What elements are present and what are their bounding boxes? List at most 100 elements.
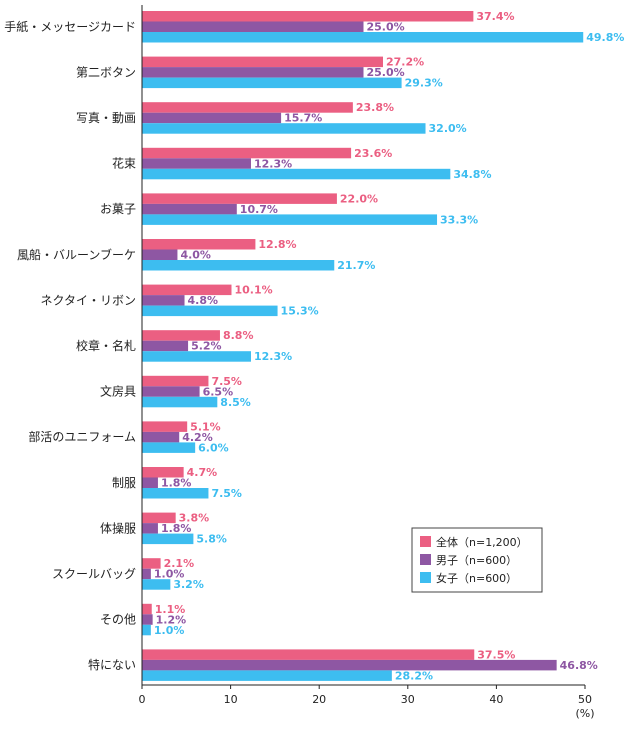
value-label: 32.0% bbox=[429, 122, 467, 135]
legend-swatch bbox=[420, 536, 431, 547]
bar bbox=[142, 32, 584, 43]
legend-label: 女子（n=600） bbox=[436, 571, 517, 585]
bar bbox=[142, 284, 232, 296]
bar bbox=[142, 533, 194, 545]
category-label: お菓子 bbox=[100, 202, 136, 216]
category-label: 制服 bbox=[112, 476, 136, 490]
x-tick-label: 0 bbox=[139, 693, 146, 706]
value-label: 10.7% bbox=[240, 203, 278, 216]
value-label: 21.7% bbox=[337, 259, 375, 272]
bar bbox=[142, 558, 161, 569]
bar bbox=[142, 375, 209, 387]
bar bbox=[142, 340, 189, 352]
x-tick-label: 20 bbox=[312, 693, 326, 706]
bar bbox=[142, 123, 426, 134]
bar bbox=[142, 467, 184, 478]
value-label: 3.2% bbox=[173, 578, 204, 591]
bar bbox=[142, 421, 188, 432]
x-axis-unit: (%) bbox=[575, 707, 594, 720]
bar bbox=[142, 168, 451, 180]
bar bbox=[142, 330, 220, 341]
value-label: 15.7% bbox=[284, 112, 322, 125]
value-label: 1.8% bbox=[161, 522, 192, 535]
value-label: 7.5% bbox=[211, 487, 242, 500]
x-tick-labels: 0 10 20 30 40 50 bbox=[139, 693, 593, 706]
x-tick-label: 50 bbox=[578, 693, 592, 706]
category-label: その他 bbox=[100, 613, 136, 627]
value-label: 28.2% bbox=[395, 669, 433, 682]
value-label: 34.8% bbox=[453, 168, 491, 181]
value-labels: 37.4%25.0%49.8%27.2%25.0%29.3%23.8%15.7%… bbox=[154, 10, 625, 682]
category-label: 第二ボタン bbox=[76, 65, 136, 79]
category-label: 体操服 bbox=[100, 520, 136, 535]
category-label: 手紙・メッセージカード bbox=[4, 19, 136, 34]
bar bbox=[142, 11, 474, 22]
category-label: 校章・名札 bbox=[76, 338, 136, 353]
value-label: 49.8% bbox=[586, 31, 624, 44]
bar bbox=[142, 568, 151, 580]
bar bbox=[142, 77, 402, 89]
x-tick-label: 10 bbox=[224, 693, 238, 706]
value-label: 29.3% bbox=[405, 77, 443, 90]
bar bbox=[142, 477, 158, 488]
axes bbox=[141, 5, 586, 689]
category-label: 花束 bbox=[112, 156, 136, 171]
value-label: 33.3% bbox=[440, 213, 478, 226]
bar bbox=[142, 56, 383, 68]
bar bbox=[142, 442, 196, 453]
legend-label: 男子（n=600） bbox=[436, 554, 517, 567]
value-label: 4.2% bbox=[182, 431, 213, 444]
value-label: 8.8% bbox=[223, 329, 254, 342]
bar bbox=[142, 603, 152, 615]
value-label: 1.8% bbox=[161, 477, 192, 490]
bar bbox=[142, 260, 335, 271]
category-label: 文房具 bbox=[100, 384, 136, 399]
bar bbox=[142, 102, 353, 113]
bar bbox=[142, 512, 176, 524]
value-label: 7.5% bbox=[211, 375, 242, 388]
value-label: 12.3% bbox=[254, 350, 292, 363]
value-label: 23.6% bbox=[354, 147, 392, 160]
legend-swatch bbox=[420, 572, 431, 583]
value-label: 1.2% bbox=[156, 613, 187, 626]
value-label: 22.0% bbox=[340, 192, 378, 205]
value-label: 46.8% bbox=[560, 659, 598, 672]
value-label: 3.8% bbox=[179, 512, 210, 525]
value-label: 25.0% bbox=[367, 66, 405, 79]
bar bbox=[142, 305, 278, 317]
value-label: 1.0% bbox=[154, 568, 185, 581]
value-label: 5.2% bbox=[191, 340, 222, 353]
category-label: 特にない bbox=[88, 657, 136, 672]
value-label: 15.3% bbox=[281, 305, 319, 318]
value-label: 12.3% bbox=[254, 157, 292, 170]
bar bbox=[142, 67, 364, 78]
value-label: 1.0% bbox=[154, 624, 185, 637]
value-label: 12.8% bbox=[258, 238, 296, 251]
category-label: 風船・バルーンブーケ bbox=[17, 247, 136, 262]
value-label: 27.2% bbox=[386, 56, 424, 69]
value-label: 23.8% bbox=[356, 101, 394, 114]
bar bbox=[142, 670, 392, 681]
category-label: スクールバッグ bbox=[52, 567, 136, 581]
bar bbox=[142, 112, 282, 124]
bar bbox=[142, 295, 185, 306]
bar bbox=[142, 158, 251, 169]
value-label: 4.8% bbox=[188, 294, 219, 307]
bar bbox=[142, 624, 151, 636]
value-label: 5.8% bbox=[196, 533, 227, 546]
bar bbox=[142, 386, 200, 397]
bar bbox=[142, 431, 180, 443]
bar bbox=[142, 239, 256, 250]
value-label: 10.1% bbox=[234, 284, 272, 297]
category-label: 写真・動画 bbox=[76, 111, 136, 125]
category-labels: 手紙・メッセージカード第二ボタン写真・動画花束お菓子風船・バルーンブーケネクタイ… bbox=[4, 19, 136, 672]
bar bbox=[142, 249, 178, 260]
bar bbox=[142, 214, 438, 225]
bar bbox=[142, 614, 153, 625]
value-label: 6.5% bbox=[203, 385, 234, 398]
bar bbox=[142, 488, 209, 499]
legend: 全体（n=1,200） 男子（n=600） 女子（n=600） bbox=[411, 527, 543, 593]
x-tick-label: 30 bbox=[401, 693, 415, 706]
bars bbox=[142, 11, 584, 681]
